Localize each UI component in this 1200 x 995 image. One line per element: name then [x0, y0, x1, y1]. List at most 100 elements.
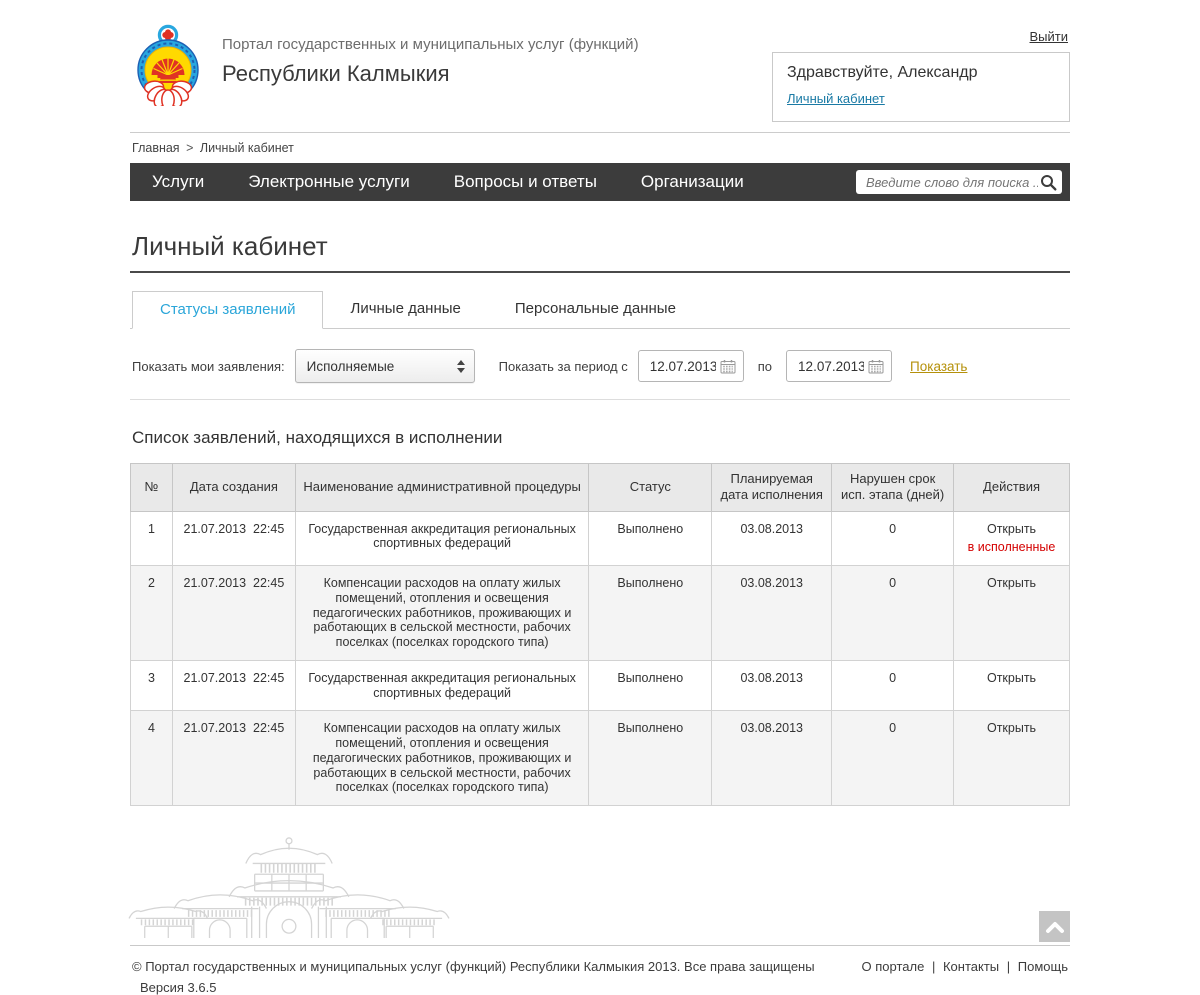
date-to-field[interactable]: [786, 350, 893, 382]
col-overdue-days: Нарушен срок исп. этапа (дней): [831, 463, 955, 512]
col-planned-date: Планируемая дата исполнения: [711, 463, 833, 512]
filters-divider: [130, 399, 1070, 400]
cell-status: Выполнено: [588, 510, 713, 566]
user-greeting-box: Здравствуйте, Александр Личный кабинет: [772, 52, 1070, 122]
cell-planned-date: 03.08.2013: [711, 565, 833, 661]
cell-number: 2: [130, 565, 173, 661]
calendar-icon[interactable]: [868, 359, 884, 374]
personal-cabinet-link[interactable]: Личный кабинет: [787, 91, 885, 106]
table-row: 4 21.07.2013 22:45 Компенсации расходов …: [130, 710, 1070, 806]
col-number: №: [130, 463, 173, 512]
table-row: 2 21.07.2013 22:45 Компенсации расходов …: [130, 565, 1070, 661]
nav-item-faq[interactable]: Вопросы и ответы: [453, 172, 597, 191]
footer-links: О портале | Контакты | Помощь: [862, 959, 1068, 995]
site-footer: © Портал государственных и муниципальных…: [130, 946, 1070, 995]
cell-number: 4: [130, 710, 173, 806]
cell-created: 21.07.2013 22:45: [171, 510, 296, 566]
footer-separator: |: [931, 959, 936, 974]
filters-row: Показать мои заявления: Исполняемые Пока…: [130, 349, 1070, 383]
applications-table: № Дата создания Наименование администрат…: [130, 463, 1070, 806]
kalmykia-emblem-logo[interactable]: [130, 24, 208, 122]
cell-created: 21.07.2013 22:45: [171, 710, 296, 806]
cell-procedure-name: Государственная аккредитация региональны…: [294, 510, 590, 566]
tab-application-statuses[interactable]: Статусы заявлений: [132, 291, 324, 329]
show-applications-label: Показать мои заявления:: [132, 358, 285, 374]
cell-status: Выполнено: [588, 565, 713, 661]
cell-actions: Открыть: [953, 659, 1070, 712]
nav-item-eservices[interactable]: Электронные услуги: [248, 172, 410, 191]
table-row: 3 21.07.2013 22:45 Государственная аккре…: [130, 659, 1070, 712]
cell-planned-date: 03.08.2013: [711, 659, 833, 712]
main-nav: Услуги Электронные услуги Вопросы и отве…: [130, 163, 1070, 201]
search-box: [856, 170, 1062, 194]
footer-separator: |: [1006, 959, 1011, 974]
open-link[interactable]: Открыть: [986, 670, 1037, 685]
scroll-to-top-button[interactable]: [1039, 911, 1070, 942]
cell-planned-date: 03.08.2013: [711, 710, 833, 806]
breadcrumb: Главная > Личный кабинет: [130, 133, 1070, 163]
cell-overdue-days: 0: [831, 510, 955, 566]
page-title: Личный кабинет: [132, 231, 328, 261]
applications-type-select[interactable]: Исполняемые: [294, 349, 475, 383]
cell-overdue-days: 0: [831, 659, 955, 712]
version-text: Версия 3.6.5: [140, 980, 217, 995]
site-header: Портал государственных и муниципальных у…: [130, 0, 1070, 122]
pagoda-ornament: [114, 834, 464, 945]
col-status: Статус: [588, 463, 713, 512]
col-actions: Действия: [953, 463, 1070, 512]
col-procedure-name: Наименование административной процедуры: [294, 463, 590, 512]
tab-personal-data[interactable]: Личные данные: [350, 300, 461, 317]
footer-link-contacts[interactable]: Контакты: [942, 959, 1000, 974]
tab-person-info[interactable]: Персональные данные: [514, 300, 676, 317]
open-link[interactable]: Открыть: [986, 576, 1037, 590]
cell-actions: Открыть в исполненные: [953, 510, 1070, 566]
cell-created: 21.07.2013 22:45: [171, 565, 296, 661]
to-label: по: [757, 358, 773, 374]
table-header-row: № Дата создания Наименование администрат…: [130, 463, 1070, 512]
cell-number: 1: [130, 510, 173, 566]
greeting-text: Здравствуйте, Александр: [787, 64, 978, 81]
cell-procedure-name: Государственная аккредитация региональны…: [294, 659, 590, 712]
select-value: Исполняемые: [306, 358, 395, 374]
date-to-input[interactable]: [796, 357, 867, 375]
chevron-up-icon: [1045, 921, 1064, 933]
nav-item-services[interactable]: Услуги: [152, 172, 205, 191]
breadcrumb-current: Личный кабинет: [199, 141, 294, 155]
title-divider: [130, 271, 1070, 273]
tab-bar: Статусы заявлений Личные данные Персонал…: [130, 291, 1070, 329]
cell-procedure-name: Компенсации расходов на оплату жилых пом…: [294, 710, 590, 806]
date-from-field[interactable]: [637, 350, 744, 382]
logout-link[interactable]: Выйти: [1029, 29, 1069, 44]
search-input[interactable]: [864, 173, 1040, 191]
period-label: Показать за период с: [498, 358, 628, 374]
show-button[interactable]: Показать: [910, 358, 968, 374]
copyright-text: © Портал государственных и муниципальных…: [132, 959, 815, 974]
footer-link-about[interactable]: О портале: [861, 959, 925, 974]
open-link[interactable]: Открыть: [986, 521, 1037, 536]
footer-ornament-strip: [128, 837, 1070, 946]
header-divider: [130, 132, 1070, 133]
date-from-input[interactable]: [647, 357, 718, 375]
calendar-icon[interactable]: [720, 359, 736, 374]
cell-procedure-name: Компенсации расходов на оплату жилых пом…: [294, 565, 590, 661]
select-arrows-icon: [456, 359, 465, 373]
breadcrumb-home[interactable]: Главная: [132, 141, 180, 155]
cell-actions: Открыть: [953, 565, 1070, 661]
cell-actions: Открыть: [953, 710, 1070, 806]
applications-list-title: Список заявлений, находящихся в исполнен…: [132, 428, 503, 447]
cell-status: Выполнено: [588, 659, 713, 712]
cell-overdue-days: 0: [831, 565, 955, 661]
move-to-executed-link[interactable]: в исполненные: [967, 540, 1056, 555]
nav-item-organizations[interactable]: Организации: [640, 172, 744, 191]
cell-status: Выполнено: [588, 710, 713, 806]
table-row: 1 21.07.2013 22:45 Государственная аккре…: [130, 510, 1070, 566]
portal-title-line2: Республики Калмыкия: [222, 61, 450, 86]
footer-link-help[interactable]: Помощь: [1017, 959, 1068, 974]
breadcrumb-separator: >: [186, 141, 194, 155]
col-created: Дата создания: [171, 463, 296, 512]
open-link[interactable]: Открыть: [986, 721, 1037, 736]
cell-overdue-days: 0: [831, 710, 955, 806]
cell-number: 3: [130, 659, 173, 712]
search-icon[interactable]: [1040, 174, 1057, 191]
portal-title-line1: Портал государственных и муниципальных у…: [222, 36, 639, 53]
